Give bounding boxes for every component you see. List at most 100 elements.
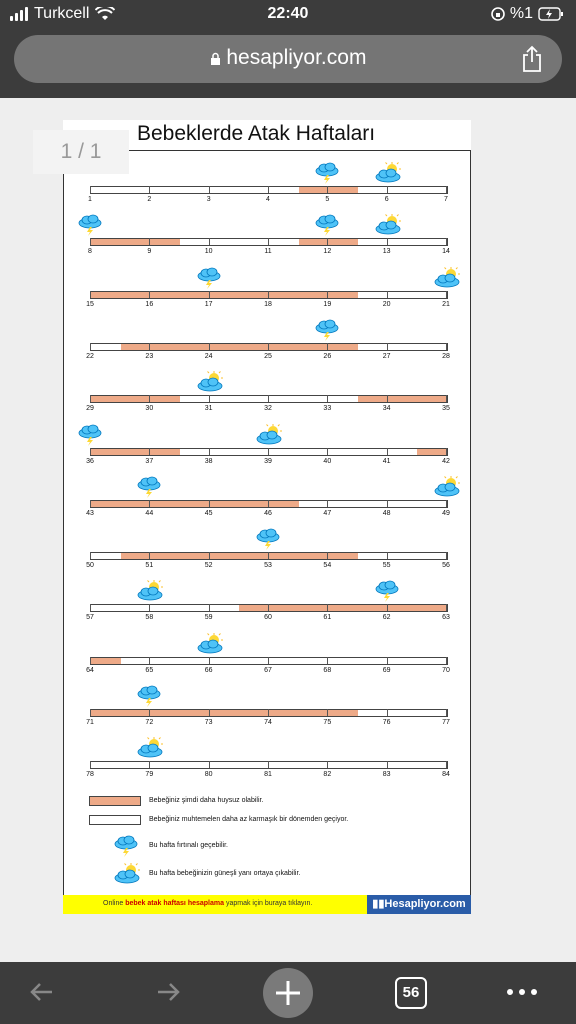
day-tick <box>149 604 151 612</box>
day-label: 1 <box>88 196 92 203</box>
document-page: Bebeklerde Atak Haftaları 1 2 3 4 5 6 7 8 9 10 11 1… <box>63 120 471 914</box>
more-menu-icon[interactable] <box>500 970 544 1014</box>
tab-switcher-button[interactable]: 56 <box>388 970 432 1014</box>
sun-cloud-icon <box>374 214 401 236</box>
day-tick <box>90 342 91 350</box>
day-label: 76 <box>382 719 391 726</box>
brand-logo[interactable]: ▮▮Hesapliyor.com <box>367 895 471 914</box>
week-track <box>90 238 448 247</box>
day-label: 69 <box>382 666 391 674</box>
day-label: 32 <box>264 405 272 413</box>
day-label: 11 <box>264 248 272 256</box>
day-label: 39 <box>264 457 272 465</box>
storm-cloud-icon <box>77 424 103 446</box>
day-tick <box>268 290 269 298</box>
day-tick <box>90 186 91 193</box>
new-tab-plus-icon[interactable] <box>262 967 314 1019</box>
day-label: 42 <box>442 457 450 465</box>
status-bar: Turkcell 22:40 %1 <box>0 0 576 30</box>
day-tick <box>208 499 210 507</box>
battery-charging-icon <box>538 7 563 21</box>
fussy-segment <box>91 500 121 507</box>
day-tick <box>446 238 447 246</box>
storm-cloud-icon <box>113 835 139 859</box>
signal-icon <box>10 7 28 21</box>
legend-storm-text: Bu hafta fırtınalı geçebilir. <box>149 842 228 849</box>
fussy-segment <box>417 396 447 403</box>
day-label: 53 <box>264 562 272 570</box>
legend-fussy-swatch <box>89 796 141 806</box>
day-label: 81 <box>264 771 272 779</box>
day-tick <box>149 656 151 664</box>
day-label: 29 <box>86 405 94 413</box>
day-label: 8 <box>88 248 92 256</box>
day-label: 4 <box>266 196 270 203</box>
storm-cloud-icon <box>196 267 222 289</box>
week-row: 57 58 59 60 61 62 63 <box>86 580 450 621</box>
footer-banner[interactable]: Online bebek atak haftası hesaplama yapm… <box>63 895 471 914</box>
day-tick <box>268 499 269 507</box>
day-tick <box>268 604 269 612</box>
day-label: 16 <box>145 300 154 308</box>
share-icon[interactable] <box>520 45 544 73</box>
day-label: 30 <box>145 405 154 413</box>
day-label: 48 <box>382 509 391 517</box>
day-tick <box>90 604 91 612</box>
legend-sun-text: Bu hafta bebeğinizin güneşli yanı ortaya… <box>149 870 301 877</box>
day-tick <box>90 709 91 716</box>
day-tick <box>268 552 269 560</box>
fussy-segment <box>91 239 121 246</box>
week-track <box>90 395 448 404</box>
day-label: 10 <box>204 248 213 256</box>
day-label: 57 <box>86 614 94 622</box>
week-row: 64 65 66 67 68 69 70 <box>86 632 450 674</box>
day-tick <box>90 447 91 455</box>
sun-cloud-icon <box>196 371 223 393</box>
day-label: 33 <box>323 405 332 413</box>
day-label: 5 <box>325 196 330 203</box>
day-tick <box>268 709 269 716</box>
week-row: 1 2 3 4 5 6 7 <box>88 162 448 203</box>
storm-cloud-icon <box>374 580 400 603</box>
week-row: 29 30 31 32 33 34 35 <box>86 371 450 412</box>
day-label: 26 <box>323 352 332 360</box>
day-label: 70 <box>442 666 450 674</box>
legend-fussy-text: Bebeğiniz şimdi daha huysuz olabilir. <box>149 797 264 804</box>
week-track <box>90 290 448 299</box>
day-tick <box>327 395 329 403</box>
day-label: 63 <box>442 614 450 622</box>
sun-cloud-icon <box>255 423 282 446</box>
day-label: 46 <box>264 509 272 517</box>
day-label: 25 <box>264 352 272 360</box>
day-label: 23 <box>145 352 154 360</box>
storm-cloud-icon <box>136 685 162 707</box>
day-label: 73 <box>204 719 213 726</box>
storm-cloud-icon <box>77 214 103 237</box>
week-row: 22 23 24 25 26 27 28 <box>86 319 450 360</box>
day-label: 58 <box>145 614 154 622</box>
day-label: 74 <box>264 719 272 726</box>
footer-link[interactable]: bebek atak haftası hesaplama <box>125 900 225 907</box>
day-tick <box>149 342 151 350</box>
tab-count: 56 <box>395 977 427 1009</box>
address-bar[interactable]: hesapliyor.com <box>14 35 562 83</box>
day-label: 66 <box>204 666 213 674</box>
battery-percent: %1 <box>509 5 533 22</box>
week-row: 78 79 80 81 82 83 84 <box>86 737 450 778</box>
day-label: 37 <box>145 457 154 465</box>
day-tick <box>208 447 210 455</box>
footer-text[interactable]: Online bebek atak haftası hesaplama yapm… <box>103 900 313 907</box>
day-tick <box>90 499 91 507</box>
day-tick <box>149 709 151 716</box>
week-track <box>90 186 448 194</box>
storm-cloud-icon <box>314 162 340 184</box>
day-tick <box>149 290 151 298</box>
sun-cloud-icon <box>113 863 143 887</box>
day-label: 35 <box>442 405 450 413</box>
week-track <box>90 761 448 770</box>
day-label: 62 <box>382 614 391 622</box>
day-tick <box>446 186 447 193</box>
day-tick <box>386 342 388 350</box>
forward-arrow-icon[interactable] <box>144 970 188 1014</box>
back-arrow-icon[interactable] <box>22 970 66 1014</box>
